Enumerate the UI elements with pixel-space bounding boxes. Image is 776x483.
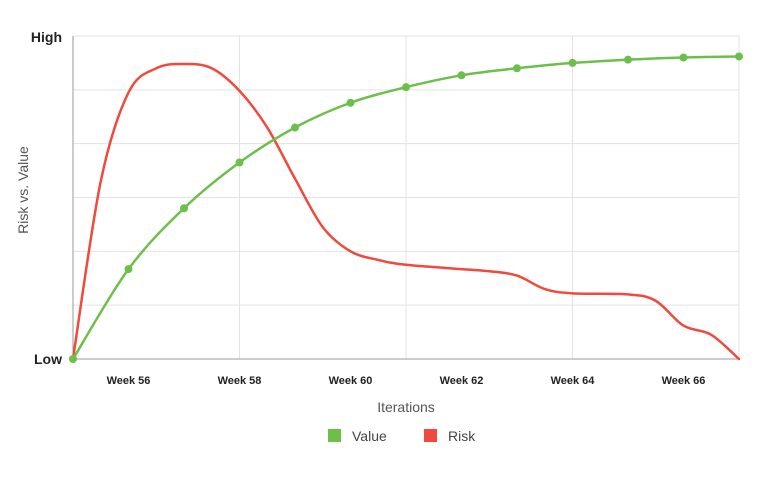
data-point-value	[346, 98, 355, 107]
y-tick-low: Low	[34, 351, 62, 367]
legend: Value Risk	[328, 428, 476, 444]
data-point-value	[568, 58, 577, 67]
data-point-value	[513, 64, 521, 73]
data-point-value	[457, 71, 466, 80]
axes	[72, 36, 739, 360]
legend-swatch-value	[328, 429, 341, 442]
x-axis-title: Iterations	[377, 399, 435, 415]
legend-label-risk: Risk	[448, 428, 476, 444]
legend-swatch-risk	[424, 429, 437, 442]
x-tick-label: Week 64	[551, 375, 596, 387]
data-point-value	[124, 265, 133, 274]
x-tick-label: Week 66	[662, 375, 706, 387]
x-tick-label: Week 60	[329, 375, 373, 387]
data-point-value	[735, 52, 743, 61]
y-tick-high: High	[31, 29, 62, 45]
data-point-value	[180, 204, 188, 213]
data-point-value	[69, 355, 77, 363]
data-point-value	[402, 83, 410, 92]
y-axis-title: Risk vs. Value	[15, 146, 31, 234]
series-line-risk	[71, 62, 741, 361]
data-point-value	[291, 123, 299, 132]
legend-label-value: Value	[352, 428, 387, 444]
series	[69, 52, 743, 363]
x-tick-label: Week 62	[440, 375, 484, 387]
data-point-value	[679, 53, 688, 62]
x-tick-label: Week 56	[107, 375, 151, 387]
x-tick-label: Week 58	[218, 375, 262, 387]
x-tick-labels: Week 56 Week 58 Week 60 Week 62 Week 64 Week …	[107, 375, 706, 387]
data-point-value	[624, 55, 632, 64]
data-point-value	[235, 158, 244, 167]
